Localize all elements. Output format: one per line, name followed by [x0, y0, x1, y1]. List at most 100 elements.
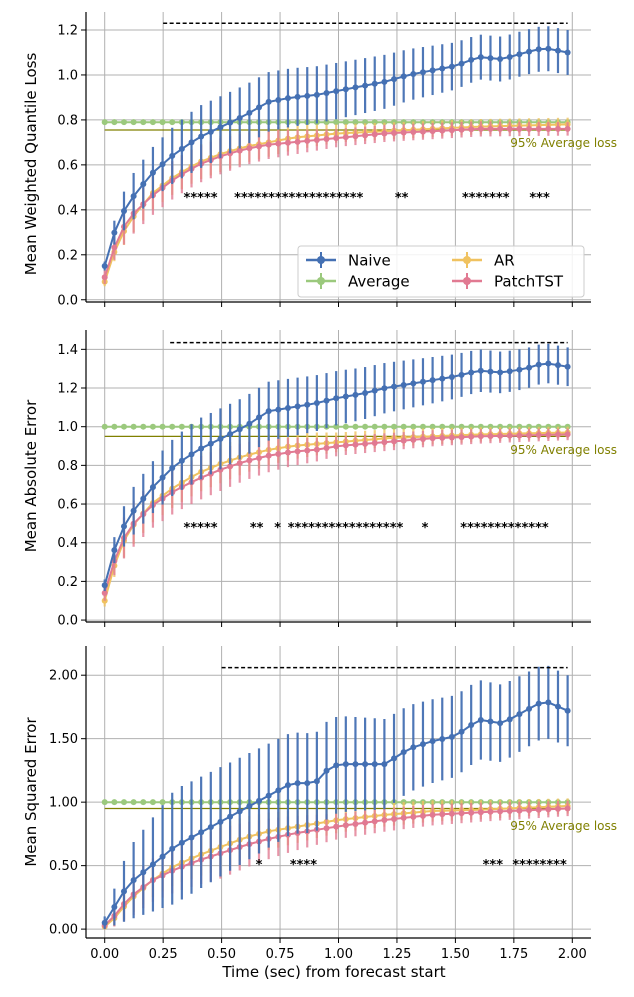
data-point-average: [391, 423, 398, 430]
data-point-naive: [159, 161, 166, 168]
data-point-average: [448, 423, 455, 430]
data-point-average: [149, 119, 156, 126]
data-point-naive: [448, 373, 455, 380]
data-point-average: [159, 799, 166, 806]
panel-wql: ***** ******************* ** ******* *** 0.0…: [22, 12, 617, 308]
data-point-naive: [140, 869, 147, 876]
data-point-patchtst: [545, 806, 552, 813]
legend-item-average: Average: [306, 273, 410, 291]
data-point-patchtst: [284, 449, 291, 456]
data-point-patchtst: [554, 431, 561, 438]
data-point-patchtst: [333, 823, 340, 830]
data-point-patchtst: [419, 812, 426, 819]
data-point-patchtst: [391, 129, 398, 136]
threshold-label-mse: 95% Average loss: [510, 819, 617, 833]
data-point-patchtst: [468, 433, 475, 440]
series-naive: [101, 665, 571, 930]
data-point-average: [120, 423, 127, 430]
data-point-patchtst: [506, 432, 513, 439]
data-point-average: [458, 423, 465, 430]
significance-stars: *****************: [288, 521, 404, 536]
data-point-average: [101, 423, 108, 430]
significance-stars: *************: [460, 521, 549, 536]
data-point-patchtst: [497, 125, 504, 132]
data-point-naive: [111, 904, 118, 911]
data-point-patchtst: [400, 814, 407, 821]
data-point-average: [130, 119, 137, 126]
x-tick-label: 1.50: [441, 947, 470, 962]
data-point-naive: [545, 360, 552, 367]
data-point-naive: [265, 792, 272, 799]
data-point-patchtst: [101, 274, 108, 281]
data-point-patchtst: [554, 805, 561, 812]
data-point-naive: [429, 67, 436, 74]
data-point-patchtst: [333, 135, 340, 142]
data-point-naive: [352, 391, 359, 398]
data-point-naive: [313, 778, 320, 785]
y-tick-label: 0.4: [57, 536, 78, 551]
data-point-patchtst: [410, 129, 417, 136]
data-point-patchtst: [535, 125, 542, 132]
data-point-naive: [169, 464, 176, 471]
data-point-naive: [275, 406, 282, 413]
data-point-naive: [284, 782, 291, 789]
data-point-patchtst: [487, 433, 494, 440]
data-point-naive: [333, 88, 340, 95]
data-point-average: [545, 423, 552, 430]
data-point-patchtst: [439, 434, 446, 441]
data-point-patchtst: [275, 140, 282, 147]
data-point-naive: [120, 888, 127, 895]
data-point-naive: [275, 97, 282, 104]
data-point-patchtst: [535, 432, 542, 439]
data-point-naive: [120, 523, 127, 530]
threshold-label-mae: 95% Average loss: [510, 443, 617, 457]
data-point-patchtst: [429, 128, 436, 135]
data-point-patchtst: [323, 825, 330, 832]
data-point-patchtst: [101, 589, 108, 596]
data-point-patchtst: [362, 440, 369, 447]
data-point-naive: [313, 91, 320, 98]
data-point-average: [333, 423, 340, 430]
data-point-naive: [265, 98, 272, 105]
data-point-naive: [429, 377, 436, 384]
data-point-patchtst: [564, 805, 571, 812]
data-point-patchtst: [554, 125, 561, 132]
data-point-naive: [410, 744, 417, 751]
data-point-naive: [419, 69, 426, 76]
data-point-average: [381, 423, 388, 430]
data-point-patchtst: [526, 125, 533, 132]
axes-mae: 0.0 0.2 0.4 0.6 0.8 1.0 1.2 1.4: [57, 330, 591, 629]
data-point-average: [410, 423, 417, 430]
data-point-naive: [497, 720, 504, 727]
data-point-naive: [535, 700, 542, 707]
data-point-naive: [227, 813, 234, 820]
data-point-patchtst: [304, 137, 311, 144]
data-point-naive: [400, 73, 407, 80]
data-point-naive: [149, 861, 156, 868]
data-point-patchtst: [439, 127, 446, 134]
data-point-naive: [506, 368, 513, 375]
data-point-average: [497, 423, 504, 430]
data-point-average: [419, 423, 426, 430]
data-point-naive: [159, 853, 166, 860]
data-point-naive: [275, 787, 282, 794]
data-point-naive: [323, 767, 330, 774]
data-point-naive: [419, 741, 426, 748]
y-tick-label: 1.50: [49, 732, 78, 747]
data-point-patchtst: [497, 808, 504, 815]
data-point-patchtst: [236, 147, 243, 154]
data-point-naive: [227, 431, 234, 438]
data-point-naive: [256, 104, 263, 111]
data-point-patchtst: [400, 437, 407, 444]
data-point-patchtst: [381, 817, 388, 824]
data-point-patchtst: [313, 136, 320, 143]
y-tick-label: 2.00: [49, 669, 78, 684]
data-point-patchtst: [448, 434, 455, 441]
data-point-naive: [294, 403, 301, 410]
data-point-naive: [111, 229, 118, 236]
data-point-naive: [198, 445, 205, 452]
data-point-patchtst: [429, 435, 436, 442]
data-point-naive: [217, 124, 224, 131]
data-point-patchtst: [342, 442, 349, 449]
data-point-naive: [333, 762, 340, 769]
